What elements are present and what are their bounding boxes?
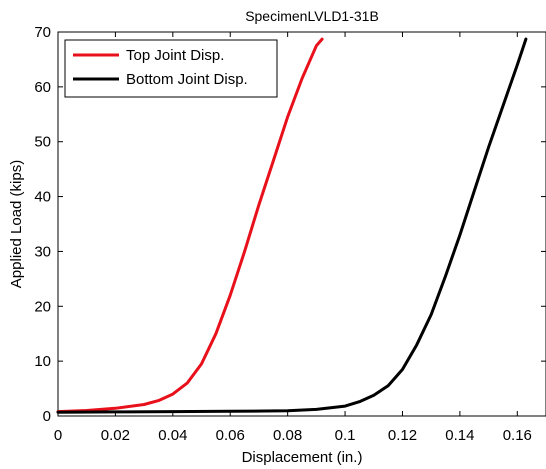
series-line-bottom-joint: [56, 37, 528, 414]
legend: Top Joint Disp. Bottom Joint Disp.: [64, 39, 278, 98]
y-tick-label: 40: [34, 189, 51, 206]
x-tick-label: 0: [54, 427, 62, 444]
y-axis-label: Applied Load (kips): [8, 160, 25, 288]
y-tick-label: 70: [34, 24, 51, 41]
y-tick-label: 50: [34, 134, 51, 151]
series-lines: [56, 37, 528, 414]
x-tick-label: 0.02: [101, 427, 130, 444]
x-tick-label: 0.16: [503, 427, 532, 444]
y-axis-ticks: 0 10 20 30 40 50 60 70: [34, 24, 546, 425]
x-tick-label: 0.04: [158, 427, 187, 444]
legend-label-bottom-joint: Bottom Joint Disp.: [126, 71, 248, 88]
y-tick-label: 10: [34, 353, 51, 370]
x-tick-label: 0.1: [335, 427, 356, 444]
y-tick-label: 30: [34, 243, 51, 260]
x-axis-ticks: 0 0.02 0.04 0.06 0.08 0.1 0.12 0.14 0.16: [54, 32, 532, 444]
y-tick-label: 0: [43, 408, 51, 425]
x-tick-label: 0.06: [216, 427, 245, 444]
x-tick-label: 0.14: [445, 427, 474, 444]
y-tick-label: 60: [34, 79, 51, 96]
chart-title: SpecimenLVLD1-31B: [245, 8, 379, 24]
legend-label-top-joint: Top Joint Disp.: [126, 47, 224, 64]
x-axis-label: Displacement (in.): [242, 449, 363, 466]
x-tick-label: 0.08: [273, 427, 302, 444]
legend-box: [64, 39, 278, 98]
x-tick-label: 0.12: [388, 427, 417, 444]
series-line-top-joint: [56, 37, 324, 414]
y-tick-label: 20: [34, 298, 51, 315]
